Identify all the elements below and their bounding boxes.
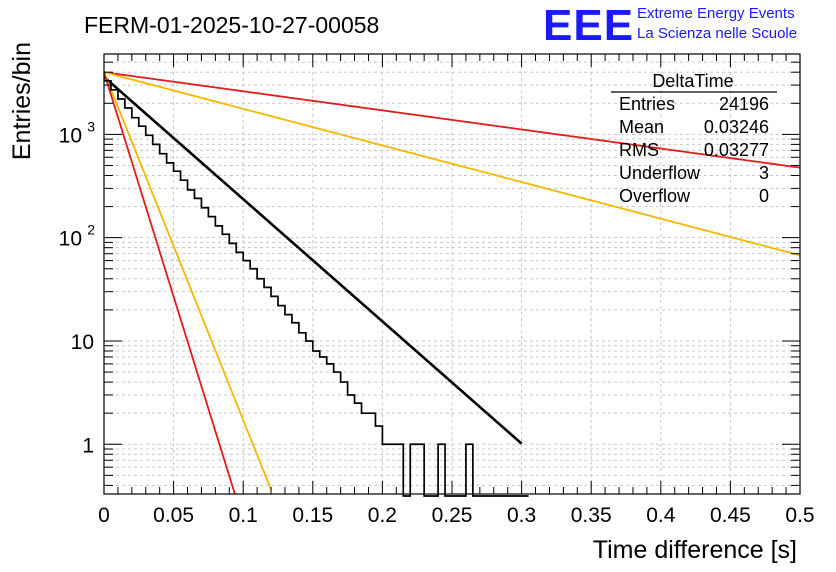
eee-logo: EEE Extreme Energy Events La Scienza nel… xyxy=(543,1,797,50)
stats-value: 0 xyxy=(759,186,769,206)
x-tick-label: 0.5 xyxy=(785,504,814,527)
y-tick-label: 10 xyxy=(71,331,94,354)
eee-logo-line1: Extreme Energy Events xyxy=(637,5,795,22)
fit-curve-ref-orange-slow xyxy=(103,71,801,257)
x-tick-label: 0.35 xyxy=(571,504,612,527)
fit-curve-ref-red-fast xyxy=(103,71,236,495)
stats-box: DeltaTime Entries 24196 Mean 0.03246 RMS 0.03… xyxy=(611,71,777,206)
x-tick-label: 0.4 xyxy=(646,504,676,527)
x-tick-label: 0.15 xyxy=(292,504,333,527)
stats-value: 3 xyxy=(759,163,769,183)
x-tick-label: 0 xyxy=(98,504,110,527)
stats-label: Overflow xyxy=(619,186,691,206)
y-tick-label: 1 xyxy=(82,434,94,457)
stats-label: RMS xyxy=(619,140,659,160)
stats-value: 0.03277 xyxy=(704,140,769,160)
eee-logo-line2: La Scienza nelle Scuole xyxy=(637,25,797,42)
y-tick-label-exponent: 2 xyxy=(87,222,95,238)
stats-label: Entries xyxy=(619,94,675,114)
stats-value: 24196 xyxy=(719,94,769,114)
y-tick-label-exponent: 3 xyxy=(87,118,95,134)
fit-curve-ref-orange-fast xyxy=(103,71,272,490)
x-tick-label: 0.05 xyxy=(153,504,194,527)
fit-curve-ref-red-slow xyxy=(103,71,801,169)
fit-curve-fit xyxy=(103,75,523,445)
chart-title: FERM-01-2025-10-27-00058 xyxy=(84,12,379,38)
histogram-line xyxy=(104,79,529,497)
eee-logo-mark: EEE xyxy=(543,1,634,50)
stats-title: DeltaTime xyxy=(652,71,733,91)
y-tick-label: 10 xyxy=(59,228,82,251)
axes: 0 0.05 0.1 0.15 0.2 0.25 0.3 0.35 0.4 0.45 0.5 1 10 1… xyxy=(59,53,815,527)
x-tick-label: 0.45 xyxy=(710,504,751,527)
y-tick-label: 10 xyxy=(59,124,82,147)
x-tick-label: 0.3 xyxy=(507,504,536,527)
fit-curves xyxy=(103,71,801,495)
stats-value: 0.03246 xyxy=(704,117,769,137)
x-tick-label: 0.25 xyxy=(432,504,473,527)
x-axis-label: Time difference [s] xyxy=(593,536,797,564)
stats-label: Mean xyxy=(619,117,664,137)
y-axis-label: Entries/bin xyxy=(8,42,36,160)
stats-label: Underflow xyxy=(619,163,701,183)
x-tick-label: 0.2 xyxy=(368,504,397,527)
x-tick-label: 0.1 xyxy=(229,504,258,527)
